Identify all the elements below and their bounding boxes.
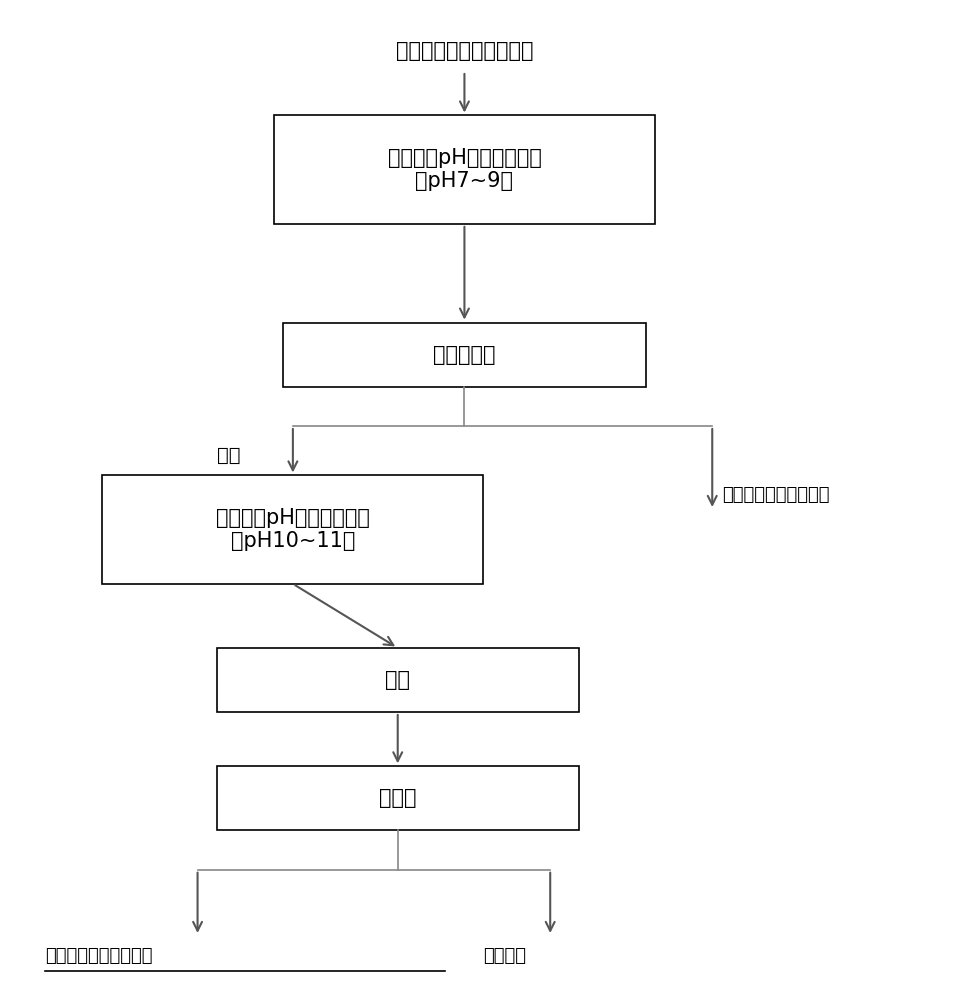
Text: 膜吸收: 膜吸收: [379, 788, 417, 808]
Text: 滤液: 滤液: [217, 446, 240, 465]
Text: 絮凝、过滤: 絮凝、过滤: [433, 345, 496, 365]
FancyBboxPatch shape: [103, 475, 484, 584]
Text: 含金属离子的高氨氮废水: 含金属离子的高氨氮废水: [396, 41, 533, 61]
Text: 废水排放: 废水排放: [484, 947, 526, 965]
Text: 滤渣（除去金属离子）: 滤渣（除去金属离子）: [721, 486, 830, 504]
FancyBboxPatch shape: [283, 323, 646, 387]
Text: 将滤液的pH调节至强碱性
（pH10~11）: 将滤液的pH调节至强碱性 （pH10~11）: [216, 508, 369, 551]
FancyBboxPatch shape: [217, 766, 579, 830]
Text: 将废水的pH调节至弱碱性
（pH7~9）: 将废水的pH调节至弱碱性 （pH7~9）: [388, 148, 542, 191]
FancyBboxPatch shape: [217, 648, 579, 712]
Text: 精滤: 精滤: [385, 670, 410, 690]
FancyBboxPatch shape: [274, 115, 655, 224]
Text: 氨气回收（除去氨氮）: 氨气回收（除去氨氮）: [45, 947, 153, 965]
